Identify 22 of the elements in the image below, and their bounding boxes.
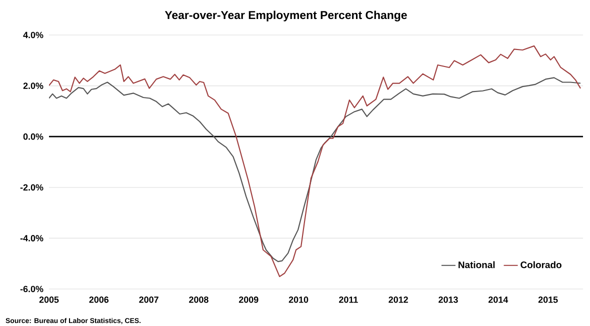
- y-tick-label: -6.0%: [20, 286, 44, 292]
- x-tick-label: 2007: [139, 296, 158, 303]
- y-tick-label: 4.0%: [23, 32, 44, 38]
- x-tick-label: 2010: [288, 296, 308, 303]
- y-tick-label: 2.0%: [23, 82, 44, 89]
- y-tick-label: -4.0%: [20, 235, 44, 242]
- legend-label: Colorado: [520, 261, 562, 268]
- line-series: [49, 77, 582, 262]
- x-tick-label: 2013: [438, 296, 458, 303]
- x-tick-label: 2015: [538, 296, 558, 303]
- x-tick-label: 2011: [339, 296, 358, 303]
- line-series: [49, 45, 582, 278]
- x-tick-label: 2006: [89, 296, 109, 303]
- x-tick-label: 2008: [189, 296, 208, 303]
- x-tick-label: 2012: [388, 296, 408, 303]
- x-tick-label: 2009: [238, 296, 258, 303]
- y-tick-label: -2.0%: [20, 184, 44, 191]
- y-tick-label: 0.0%: [23, 133, 44, 140]
- x-tick-label: 2005: [39, 296, 59, 303]
- legend-label: National: [458, 261, 495, 268]
- x-tick-label: 2014: [488, 296, 508, 303]
- chart-title: Year-over-Year Employment Percent Change: [164, 10, 407, 22]
